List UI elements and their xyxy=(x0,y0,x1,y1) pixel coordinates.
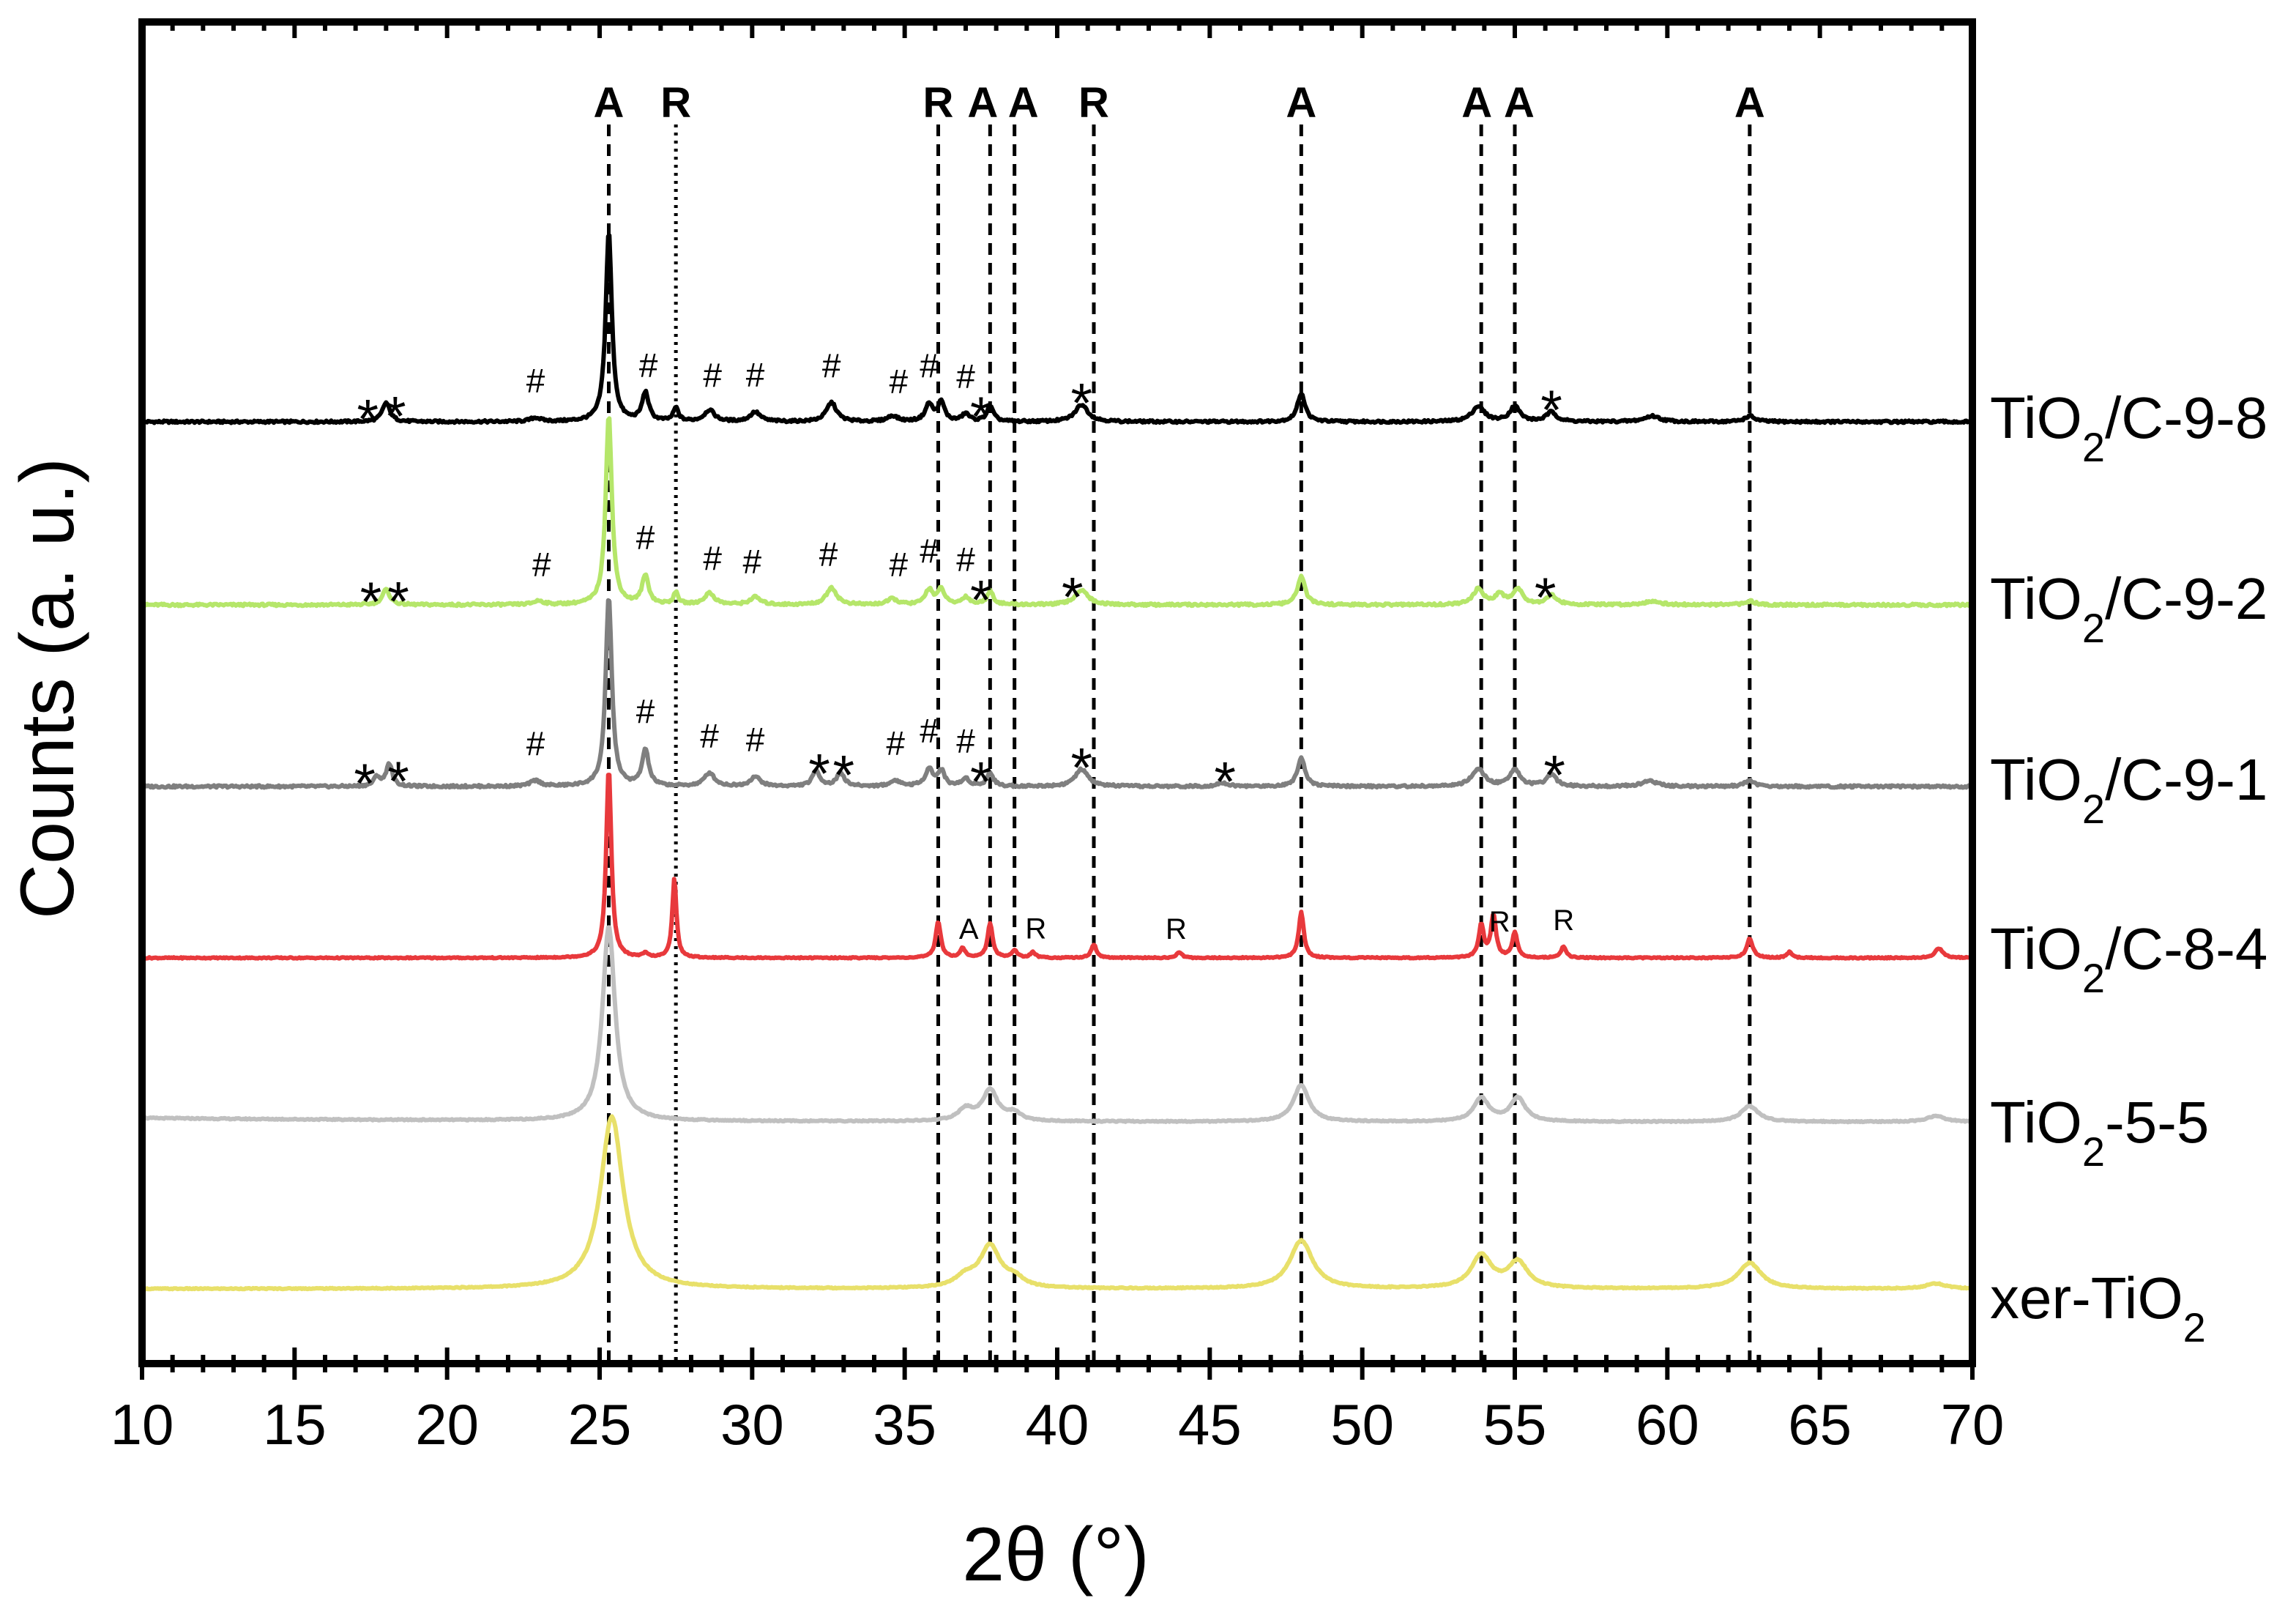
series-label: xer-TiO2 xyxy=(1990,1265,2206,1350)
hash-marker: # xyxy=(746,721,765,759)
asterisk-marker: * xyxy=(970,751,992,814)
x-tick-label: 35 xyxy=(873,1392,936,1457)
x-tick-label: 70 xyxy=(1941,1392,2005,1457)
hash-marker: # xyxy=(639,346,658,384)
hash-marker: # xyxy=(920,346,939,384)
series-line xyxy=(141,598,1974,790)
phase-label-a: A xyxy=(1008,79,1039,127)
x-tick-label: 30 xyxy=(720,1392,784,1457)
plot-frame xyxy=(138,18,1976,1367)
asterisk-marker: * xyxy=(1540,379,1562,442)
phase-label-a: A xyxy=(1504,79,1535,127)
series-line xyxy=(141,773,1974,961)
hash-marker: # xyxy=(526,362,545,400)
x-tick-label: 10 xyxy=(111,1392,174,1457)
series-traces xyxy=(140,233,1975,1292)
x-tick-label: 50 xyxy=(1330,1392,1394,1457)
hash-marker: # xyxy=(956,357,975,395)
phase-marker: A xyxy=(959,913,979,945)
asterisk-marker: * xyxy=(387,570,409,633)
hash-marker: # xyxy=(526,724,545,762)
hash-marker: # xyxy=(636,693,655,731)
series-line xyxy=(141,925,1974,1125)
hash-marker: # xyxy=(890,546,909,584)
phase-marker: R xyxy=(1025,913,1046,945)
y-axis-title: Counts (a. u.) xyxy=(5,458,90,919)
asterisk-marker: * xyxy=(1214,751,1236,814)
series-line xyxy=(140,233,1975,425)
asterisk-marker: * xyxy=(387,751,409,813)
series-line xyxy=(141,416,1974,609)
hash-marker: # xyxy=(822,347,841,385)
phase-label-r: R xyxy=(923,79,954,127)
phase-label-a: A xyxy=(1461,79,1492,127)
asterisk-marker: * xyxy=(1062,566,1084,628)
hash-marker: # xyxy=(532,546,551,584)
asterisk-marker: * xyxy=(354,753,376,815)
series-label: TiO2-5-5 xyxy=(1990,1090,2209,1175)
hash-marker: # xyxy=(700,717,719,755)
hash-marker: # xyxy=(819,535,838,573)
x-tick-label: 25 xyxy=(568,1392,632,1457)
phase-label-a: A xyxy=(1734,79,1765,127)
phase-label-a: A xyxy=(1286,79,1316,127)
phase-marker: R xyxy=(1553,904,1574,937)
asterisk-marker: * xyxy=(970,570,992,632)
hash-marker: # xyxy=(956,722,975,760)
hash-marker: # xyxy=(920,532,939,570)
peak-annotations: * *# # # # # # # #* * ** *### # # # # #* * ** *### #* *# # #* * *… xyxy=(354,346,1574,945)
series-labels: TiO2/C-9-8 TiO2/C-9-2 TiO2/C-9-1 TiO2/C-8-4… xyxy=(1990,385,2267,1350)
series-line xyxy=(141,1114,1974,1292)
phase-marker: R xyxy=(1489,906,1510,938)
asterisk-marker: * xyxy=(970,386,992,448)
hash-marker: # xyxy=(920,712,939,750)
asterisk-marker: * xyxy=(833,744,855,806)
x-tick-label: 15 xyxy=(263,1392,327,1457)
phase-marker: R xyxy=(1166,913,1187,945)
series-label: TiO2/C-9-2 xyxy=(1990,566,2267,651)
asterisk-marker: * xyxy=(808,743,830,805)
hash-marker: # xyxy=(746,356,765,394)
x-tick-label: 65 xyxy=(1788,1392,1852,1457)
hash-marker: # xyxy=(890,363,909,401)
x-tick-label: 20 xyxy=(415,1392,479,1457)
asterisk-marker: * xyxy=(360,571,382,633)
phase-label-a: A xyxy=(594,79,625,127)
hash-marker: # xyxy=(956,540,975,579)
asterisk-marker: * xyxy=(1071,372,1093,434)
series-label: TiO2/C-8-4 xyxy=(1990,916,2267,1001)
hash-marker: # xyxy=(703,540,722,578)
series-label: TiO2/C-9-1 xyxy=(1990,747,2267,832)
asterisk-marker: * xyxy=(1543,745,1565,807)
asterisk-marker: * xyxy=(384,386,406,448)
asterisk-marker: * xyxy=(357,388,379,450)
asterisk-marker: * xyxy=(1071,737,1093,799)
x-tick-label: 45 xyxy=(1178,1392,1242,1457)
x-tick-label: 60 xyxy=(1636,1392,1699,1457)
x-axis-title: 2θ (°) xyxy=(962,1512,1149,1597)
hash-marker: # xyxy=(636,518,655,557)
phase-label-r: R xyxy=(1078,79,1109,127)
x-tick-label: 40 xyxy=(1026,1392,1089,1457)
x-tick-label: 55 xyxy=(1483,1392,1547,1457)
hash-marker: # xyxy=(886,724,905,762)
asterisk-marker: * xyxy=(1535,567,1557,629)
hash-marker: # xyxy=(703,357,722,395)
series-label: TiO2/C-9-8 xyxy=(1990,385,2267,470)
phase-label-a: A xyxy=(967,79,998,127)
axes: 10 15 20 25 30 35 40 45 50 55 60 65 70 xyxy=(111,18,2005,1457)
phase-label-r: R xyxy=(660,79,691,127)
hash-marker: # xyxy=(743,543,762,581)
